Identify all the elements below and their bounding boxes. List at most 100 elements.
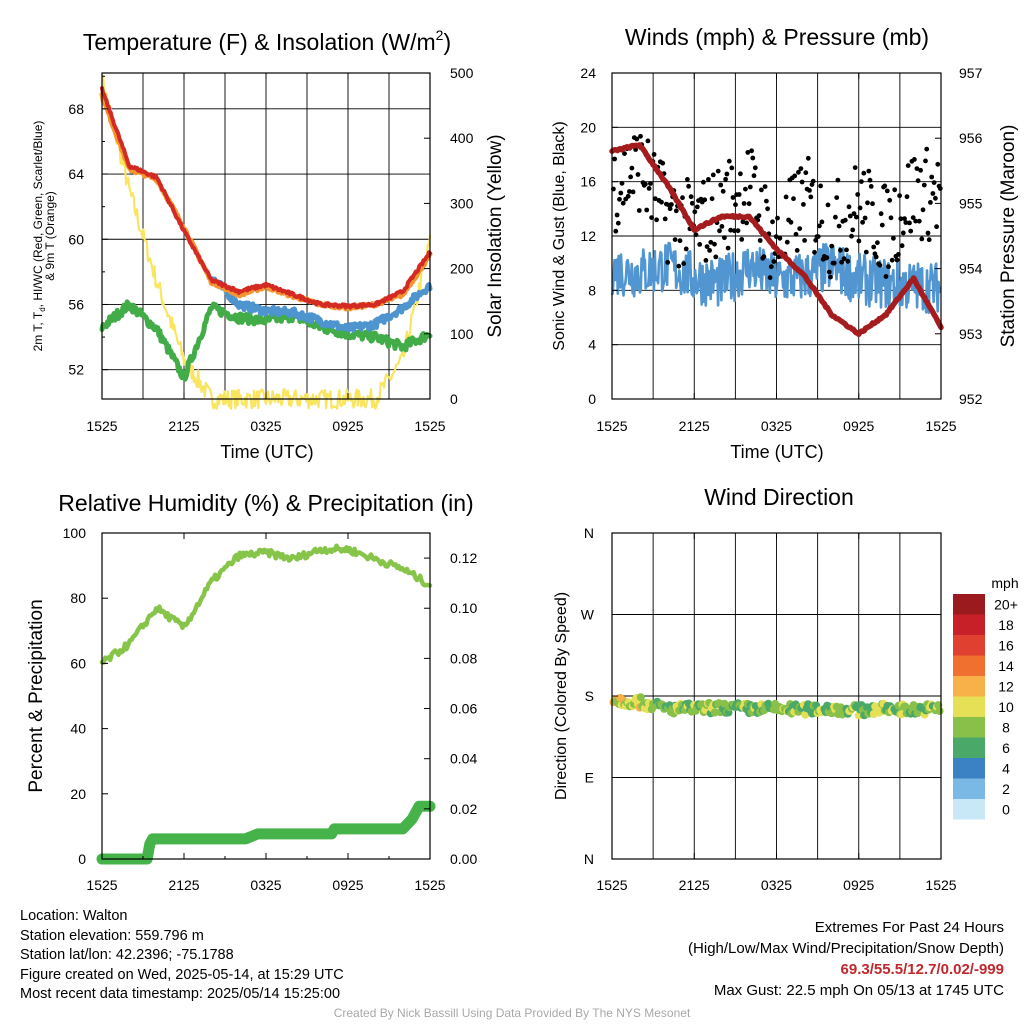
gust-point bbox=[761, 254, 767, 260]
gust-point bbox=[618, 190, 624, 196]
series-2m-t bbox=[100, 86, 432, 310]
direction-point bbox=[636, 693, 645, 702]
gust-point bbox=[825, 202, 831, 208]
gust-point bbox=[792, 173, 798, 179]
gust-point bbox=[765, 206, 770, 212]
winds-left-tick: 0 bbox=[588, 391, 596, 407]
gust-point bbox=[662, 216, 668, 222]
gust-point bbox=[844, 247, 849, 253]
gust-point bbox=[870, 201, 875, 207]
legend-swatch bbox=[953, 737, 985, 758]
gust-point bbox=[725, 245, 731, 251]
gust-point bbox=[612, 156, 617, 162]
legend-swatch bbox=[953, 594, 985, 615]
gust-point bbox=[757, 238, 763, 243]
gust-point bbox=[859, 179, 864, 185]
gust-point bbox=[929, 174, 935, 180]
gust-point bbox=[884, 188, 890, 194]
temperature-xlabel: Time (UTC) bbox=[220, 442, 313, 462]
gust-point bbox=[850, 227, 856, 233]
gust-point bbox=[807, 188, 812, 193]
gust-point bbox=[707, 248, 712, 253]
recent-timestamp: Most recent data timestamp: 2025/05/14 1… bbox=[20, 986, 341, 1002]
gust-point bbox=[865, 200, 870, 206]
gust-point bbox=[871, 244, 877, 250]
gust-point bbox=[692, 209, 698, 215]
gust-point bbox=[629, 165, 635, 171]
pressure-right-tick: 957 bbox=[959, 65, 983, 81]
legend-swatch bbox=[953, 758, 985, 779]
gust-point bbox=[913, 218, 918, 224]
direction-left-tick: N bbox=[584, 851, 594, 867]
gust-point bbox=[902, 216, 907, 222]
gust-point bbox=[731, 228, 737, 234]
gust-point bbox=[888, 215, 894, 221]
gust-point bbox=[701, 179, 706, 185]
gust-point bbox=[693, 232, 699, 238]
winds-left-tick: 8 bbox=[588, 282, 596, 298]
gust-point bbox=[828, 274, 833, 280]
gust-point bbox=[718, 182, 724, 188]
gust-point bbox=[831, 260, 837, 266]
gust-point bbox=[739, 237, 745, 242]
winds-left-tick: 12 bbox=[580, 228, 596, 244]
gust-point bbox=[686, 183, 691, 189]
gust-point bbox=[745, 150, 751, 155]
winds-tick-label: 0325 bbox=[761, 418, 792, 434]
gust-point bbox=[855, 192, 861, 197]
legend-label: 0 bbox=[1002, 801, 1010, 817]
gust-point bbox=[762, 184, 768, 190]
gust-point bbox=[867, 177, 873, 183]
winds-panel: 1525 2125 0325 0925 152504812162024952953954… bbox=[551, 24, 1019, 462]
gust-point bbox=[685, 177, 690, 182]
direction-left-tick: S bbox=[585, 688, 594, 704]
gust-point bbox=[648, 181, 653, 186]
humidity-left-tick: 80 bbox=[70, 590, 86, 606]
gust-point bbox=[660, 160, 666, 166]
legend-swatch bbox=[953, 778, 985, 799]
gust-point bbox=[627, 189, 632, 194]
gust-point bbox=[756, 213, 762, 219]
gust-point bbox=[810, 178, 816, 184]
temperature-left-tick: 68 bbox=[68, 101, 84, 117]
legend-label: 14 bbox=[998, 658, 1014, 674]
gust-point bbox=[736, 192, 742, 197]
gust-point bbox=[636, 208, 642, 213]
humidity-ylabel: Percent & Precipitation bbox=[26, 599, 47, 792]
gust-point bbox=[815, 234, 821, 240]
gust-point bbox=[930, 191, 936, 196]
series-relative-humidity bbox=[99, 543, 433, 665]
winds-left-tick: 24 bbox=[580, 65, 596, 81]
gust-point bbox=[883, 274, 889, 279]
gust-point bbox=[937, 186, 943, 192]
gust-point bbox=[746, 201, 752, 207]
gust-point bbox=[768, 264, 774, 270]
gust-point bbox=[797, 226, 803, 232]
gust-point bbox=[733, 202, 738, 208]
gust-point bbox=[852, 165, 858, 171]
winds-tick-label: 0925 bbox=[843, 418, 874, 434]
gust-point bbox=[868, 184, 874, 189]
gust-point bbox=[861, 170, 867, 176]
gust-point bbox=[878, 211, 884, 217]
precip-right-tick: 0.04 bbox=[450, 751, 477, 767]
gust-point bbox=[659, 199, 664, 205]
gust-point bbox=[703, 258, 709, 263]
gust-point bbox=[918, 167, 923, 173]
series-station-pressure bbox=[609, 142, 944, 338]
gust-point bbox=[680, 195, 685, 201]
gust-point bbox=[824, 255, 830, 261]
gust-point bbox=[857, 205, 863, 211]
gust-point bbox=[845, 258, 851, 264]
gust-point bbox=[921, 182, 927, 188]
gust-point bbox=[622, 151, 627, 157]
legend-label: 10 bbox=[998, 699, 1014, 715]
direction-tick-label: 0325 bbox=[761, 877, 792, 893]
humidity-title: Relative Humidity (%) & Precipitation (i… bbox=[58, 490, 473, 516]
gust-point bbox=[791, 196, 796, 202]
temperature-left-tick: 64 bbox=[68, 166, 84, 182]
gust-point bbox=[615, 220, 621, 226]
temperature-title: Temperature (F) & Insolation (W/m2) bbox=[83, 27, 451, 55]
humidity-tick-label: 2125 bbox=[168, 877, 199, 893]
